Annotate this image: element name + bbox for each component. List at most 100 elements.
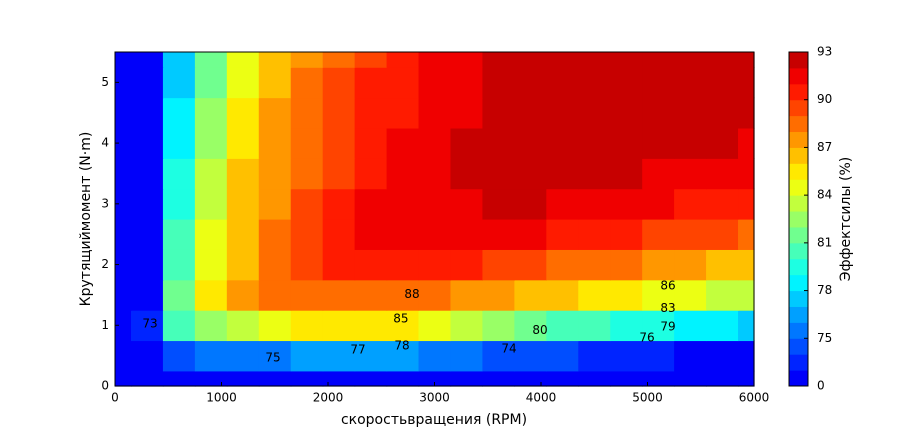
contour-cell — [226, 188, 260, 220]
contour-cell — [322, 52, 356, 68]
contour-cell — [450, 249, 484, 281]
contour-cell — [354, 52, 388, 68]
contour-cell — [642, 279, 675, 311]
contour-cell — [450, 188, 484, 220]
contour-cell — [642, 97, 675, 129]
contour-label: 88 — [404, 287, 419, 301]
y-tick-label: 1 — [101, 318, 109, 332]
contour-cell — [578, 249, 611, 281]
contour-cell — [258, 219, 292, 250]
contour-cell — [546, 219, 579, 250]
contour-cell — [546, 97, 579, 129]
contour-cell — [418, 188, 452, 220]
contour-cell — [706, 52, 739, 68]
contour-cell — [482, 158, 515, 190]
colorbar-band — [789, 226, 808, 244]
contour-cell — [514, 67, 547, 99]
contour-cell — [482, 370, 515, 387]
contour-cell — [386, 219, 420, 250]
contour-cell — [482, 219, 515, 250]
contour-cell — [450, 279, 484, 311]
contour-cell — [578, 310, 611, 342]
contour-cell — [482, 188, 515, 220]
contour-cell — [450, 370, 484, 387]
x-tick-label: 6000 — [739, 391, 770, 405]
contour-cell — [386, 127, 420, 159]
contour-cell — [642, 127, 675, 159]
contour-cell — [642, 370, 675, 387]
contour-cell — [290, 249, 324, 281]
contour-cell — [194, 127, 228, 159]
contour-cell — [514, 340, 547, 372]
contour-cell — [578, 188, 611, 220]
colorbar-band — [789, 306, 808, 323]
colorbar-band — [789, 67, 808, 85]
contour-cell — [738, 370, 755, 387]
contour-cell — [482, 249, 515, 281]
colorbar-tick-label: 78 — [817, 283, 832, 297]
contour-cell — [610, 370, 643, 387]
contour-cell — [706, 279, 739, 311]
contour-cell — [450, 52, 484, 68]
contour-cell — [258, 97, 292, 129]
contour-cell — [738, 340, 755, 372]
contour-cell — [642, 219, 675, 250]
contour-cell — [546, 279, 579, 311]
contour-cell — [514, 310, 547, 342]
contour-cell — [354, 310, 388, 342]
contour-cell — [115, 279, 132, 311]
contour-cell — [418, 279, 452, 311]
colorbar-tick-label: 87 — [817, 140, 832, 154]
contour-cell — [258, 249, 292, 281]
colorbar-band — [789, 258, 808, 276]
contour-cell — [738, 67, 755, 99]
colorbar-tick-label: 90 — [817, 92, 832, 106]
contour-cell — [482, 97, 515, 129]
contour-cell — [706, 370, 739, 387]
contour-cell — [514, 97, 547, 129]
contour-cell — [610, 310, 643, 342]
contour-cell — [578, 340, 611, 372]
colorbar-band — [789, 290, 808, 307]
contour-cell — [578, 97, 611, 129]
contour-cell — [578, 370, 611, 387]
contour-cell — [115, 188, 132, 220]
contour-cell — [115, 97, 132, 129]
contour-cell — [290, 219, 324, 250]
contour-cell — [514, 219, 547, 250]
contour-cell — [162, 127, 196, 159]
contour-cell — [674, 279, 707, 311]
contour-label: 77 — [350, 343, 365, 357]
contour-cell — [706, 188, 739, 220]
contour-cell — [578, 67, 611, 99]
contour-cell — [642, 310, 675, 342]
contour-cell — [226, 67, 260, 99]
contour-cell — [290, 52, 324, 68]
contour-cell — [130, 219, 164, 250]
contour-cell — [354, 370, 388, 387]
contour-cell — [226, 340, 260, 372]
contour-cell — [674, 127, 707, 159]
contour-cell — [546, 370, 579, 387]
contour-cell — [322, 158, 356, 190]
contour-cell — [194, 97, 228, 129]
contour-cell — [354, 97, 388, 129]
contour-cell — [738, 97, 755, 129]
contour-cell — [738, 249, 755, 281]
contour-cell — [450, 127, 484, 159]
contour-cell — [226, 97, 260, 129]
colorbar-tick-label: 84 — [817, 188, 832, 202]
colorbar-band — [789, 115, 808, 133]
contour-cell — [290, 67, 324, 99]
contour-cell — [322, 370, 356, 387]
contour-cell — [706, 67, 739, 99]
contour-label: 78 — [394, 338, 409, 352]
contour-cell — [482, 279, 515, 311]
colorbar-band — [789, 195, 808, 212]
contour-cell — [546, 310, 579, 342]
contour-cell — [258, 370, 292, 387]
contour-cell — [738, 279, 755, 311]
contour-cell — [418, 340, 452, 372]
contour-cell — [130, 310, 164, 342]
